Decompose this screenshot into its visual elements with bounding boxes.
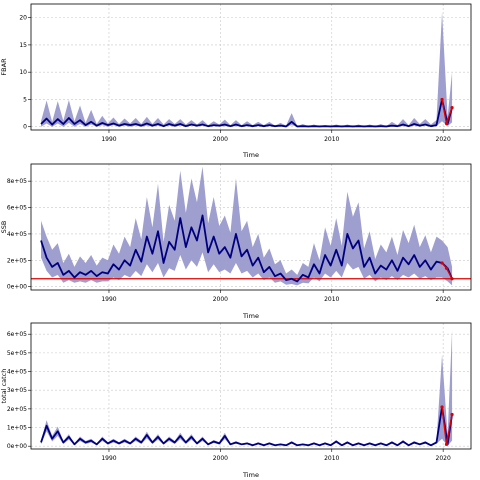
x-axis-title: Time	[242, 151, 259, 159]
y-tick-label: 2e+05	[7, 257, 27, 264]
confidence-band	[41, 12, 453, 127]
y-axis-title: FBAR	[0, 58, 8, 76]
x-tick-label: 2020	[436, 455, 451, 462]
y-axis-title: total catch	[0, 369, 8, 404]
chart-panel-2: 1990 2000 2010 2020 0e+00 2e+05 4e+05 6e+05 8e+0…	[0, 163, 472, 320]
confidence-band	[41, 330, 453, 446]
x-axis-title: Time	[242, 471, 259, 479]
x-axis-title: Time	[242, 312, 259, 320]
y-tick-label: 5	[23, 96, 27, 103]
y-tick-label: 6e+05	[7, 205, 27, 212]
x-tick-label: 1990	[101, 136, 116, 143]
y-axis-title: SSB	[0, 221, 8, 234]
median-line	[40, 406, 453, 447]
confidence-band	[41, 166, 453, 286]
x-tick-label: 2010	[324, 455, 339, 462]
highlight-point	[440, 97, 444, 102]
y-tick-label: 5e+05	[7, 350, 27, 357]
x-tick-label: 1990	[101, 455, 116, 462]
y-tick-label: 1e+05	[7, 425, 27, 432]
x-tick-label: 1990	[101, 296, 116, 303]
plot-area	[31, 166, 471, 286]
highlight-point	[450, 106, 454, 110]
y-tick-label: 2e+05	[7, 406, 27, 413]
x-tick-label: 2020	[436, 136, 451, 143]
y-tick-label: 4e+05	[7, 369, 27, 376]
highlight-point	[450, 277, 454, 281]
x-tick-label: 2000	[213, 136, 228, 143]
y-tick-label: 15	[19, 42, 27, 49]
plot-area	[40, 12, 454, 128]
plot-area	[40, 330, 454, 447]
highlight-point	[440, 405, 444, 409]
y-tick-label: 6e+05	[7, 331, 27, 338]
x-tick-label: 2020	[436, 296, 451, 303]
x-tick-label: 2010	[324, 296, 339, 303]
x-tick-label: 2000	[213, 455, 228, 462]
median-line	[40, 214, 453, 283]
y-tick-label: 0	[23, 124, 27, 131]
y-tick-label: 3e+05	[7, 387, 27, 394]
y-tick-label: 4e+05	[7, 231, 27, 238]
highlight-point	[444, 121, 449, 126]
y-tick-label: 0e+00	[7, 284, 27, 291]
chart-panel-1: 1990 2000 2010 2020 0 5 10 15 20 Time FBAR	[0, 3, 472, 159]
y-tick-label: 0e+00	[7, 443, 27, 450]
plot-frame	[30, 3, 472, 131]
y-tick-label: 8e+05	[7, 178, 27, 185]
highlight-point	[444, 266, 449, 270]
highlight-point	[450, 412, 454, 417]
highlight-point	[440, 261, 444, 265]
y-tick-label: 20	[19, 15, 27, 22]
median-line	[40, 98, 453, 128]
plot-frame	[30, 163, 472, 291]
plot-frame	[30, 322, 472, 450]
highlight-point	[444, 442, 449, 446]
x-tick-label: 2010	[324, 136, 339, 143]
chart-panel-3: 1990 2000 2010 2020 0e+00 1e+05 2e+05 3e+05 4e+0…	[0, 322, 472, 479]
y-tick-label: 10	[19, 69, 27, 76]
x-tick-label: 2000	[213, 296, 228, 303]
